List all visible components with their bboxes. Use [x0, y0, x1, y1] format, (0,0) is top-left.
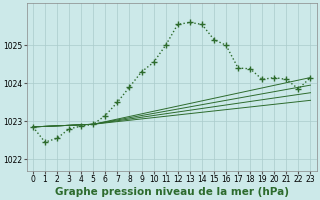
X-axis label: Graphe pression niveau de la mer (hPa): Graphe pression niveau de la mer (hPa) — [55, 187, 289, 197]
